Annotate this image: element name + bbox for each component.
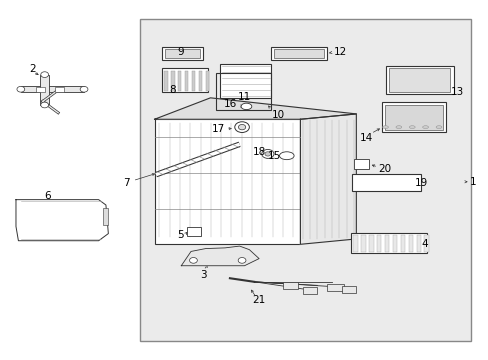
Circle shape <box>80 86 88 92</box>
Ellipse shape <box>395 126 401 129</box>
Bar <box>171 71 174 91</box>
Text: 5: 5 <box>177 230 183 240</box>
Ellipse shape <box>279 152 293 159</box>
Text: 7: 7 <box>123 178 130 188</box>
Bar <box>361 235 365 252</box>
Bar <box>408 235 412 252</box>
Bar <box>55 87 63 92</box>
Bar <box>424 235 428 252</box>
Ellipse shape <box>408 126 414 129</box>
Bar <box>178 71 181 91</box>
Bar <box>388 68 449 92</box>
Text: 8: 8 <box>169 85 176 95</box>
Bar <box>140 19 469 341</box>
Bar <box>385 66 453 94</box>
Text: 11: 11 <box>237 92 251 102</box>
Bar <box>354 158 368 169</box>
Bar <box>271 47 326 60</box>
Text: 19: 19 <box>413 178 427 188</box>
Ellipse shape <box>435 126 441 129</box>
Text: 6: 6 <box>44 191 51 201</box>
Text: 13: 13 <box>450 87 463 97</box>
Bar <box>36 87 45 92</box>
Circle shape <box>238 257 245 263</box>
Ellipse shape <box>234 122 249 132</box>
Bar <box>205 71 208 91</box>
Circle shape <box>189 257 197 263</box>
Ellipse shape <box>264 152 270 156</box>
Circle shape <box>41 72 48 77</box>
Bar <box>164 49 200 58</box>
Ellipse shape <box>261 149 273 158</box>
Bar <box>274 49 324 58</box>
Polygon shape <box>154 98 356 119</box>
Bar <box>302 287 317 294</box>
Polygon shape <box>181 246 259 266</box>
Bar <box>400 235 404 252</box>
Bar <box>191 71 195 91</box>
Text: 10: 10 <box>271 110 285 120</box>
Text: 1: 1 <box>469 177 476 187</box>
Bar <box>198 71 202 91</box>
Text: 17: 17 <box>212 124 225 134</box>
Text: 18: 18 <box>252 147 265 157</box>
Bar <box>220 64 271 98</box>
Bar <box>384 235 388 252</box>
Bar <box>384 105 443 130</box>
Bar <box>351 233 426 253</box>
Bar <box>376 235 381 252</box>
Bar <box>164 71 167 91</box>
Bar <box>40 75 49 105</box>
Text: 16: 16 <box>224 99 237 109</box>
Bar <box>392 235 396 252</box>
Text: 20: 20 <box>377 163 390 174</box>
Text: 9: 9 <box>177 48 183 58</box>
Text: 4: 4 <box>420 239 427 249</box>
Bar <box>21 86 84 93</box>
Bar <box>154 119 300 244</box>
Bar <box>283 282 297 289</box>
Bar <box>216 73 271 111</box>
Polygon shape <box>16 200 108 241</box>
Bar <box>162 68 207 93</box>
Ellipse shape <box>241 103 251 110</box>
Bar <box>184 71 188 91</box>
Text: 15: 15 <box>267 151 281 161</box>
Ellipse shape <box>422 126 427 129</box>
Text: 21: 21 <box>252 296 265 305</box>
Bar <box>353 235 357 252</box>
Bar <box>326 284 344 291</box>
Bar <box>381 103 446 132</box>
Bar <box>368 235 373 252</box>
Bar <box>341 286 356 293</box>
Bar <box>416 235 420 252</box>
Polygon shape <box>300 114 356 244</box>
Text: 14: 14 <box>359 133 372 143</box>
Bar <box>162 47 203 60</box>
Circle shape <box>41 102 48 108</box>
Text: 3: 3 <box>200 270 206 280</box>
Text: 12: 12 <box>333 48 346 58</box>
Ellipse shape <box>238 125 245 130</box>
Ellipse shape <box>382 126 387 129</box>
Bar <box>102 207 108 225</box>
Circle shape <box>17 86 25 92</box>
Text: 2: 2 <box>30 64 36 74</box>
Bar <box>187 227 201 236</box>
Bar <box>352 174 420 192</box>
